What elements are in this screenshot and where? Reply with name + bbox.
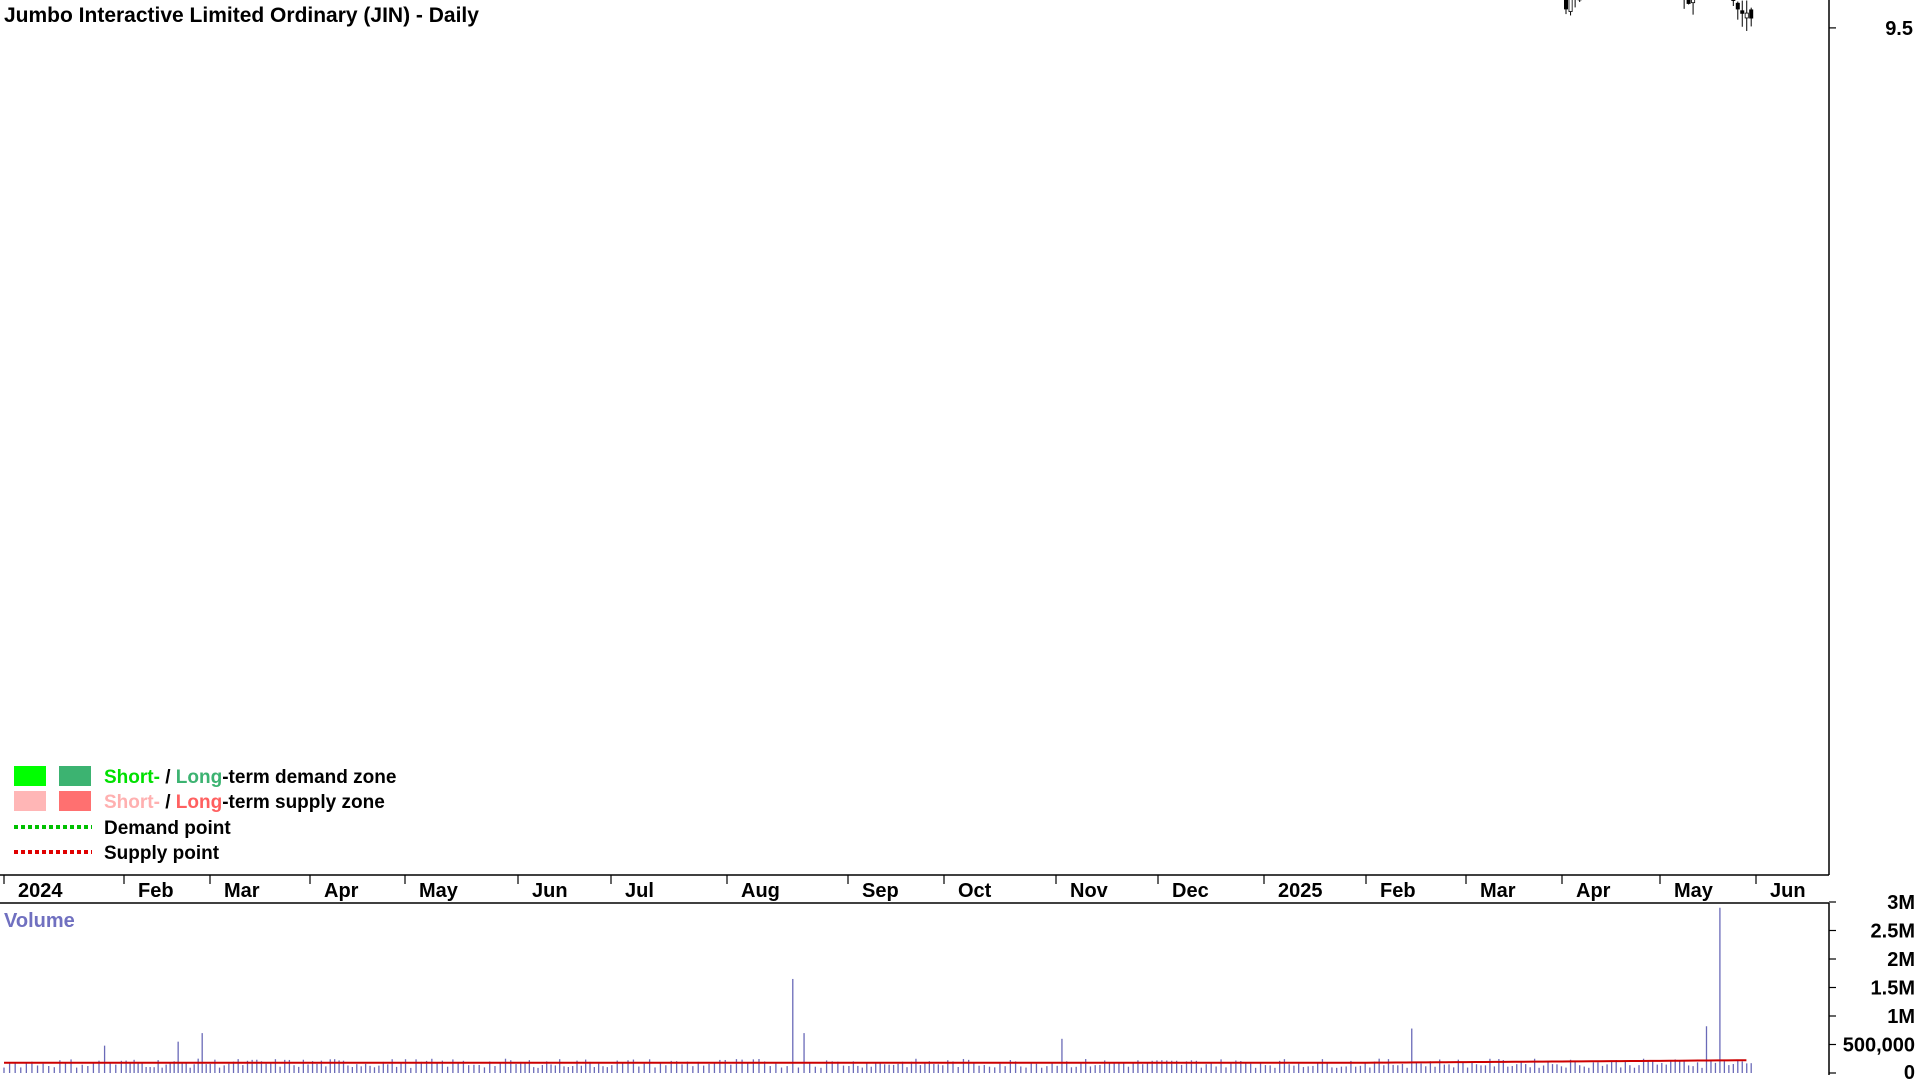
- candle-body: [1568, 0, 1573, 12]
- legend-demand-sep: /: [160, 767, 176, 788]
- volume-tick-label: 1.5M: [1871, 978, 1915, 1000]
- month-tick-label: Feb: [1380, 880, 1416, 902]
- candle-body: [1740, 10, 1745, 14]
- month-tick-label: Apr: [324, 880, 359, 902]
- legend-demand-short: Short-: [104, 767, 160, 788]
- month-tick-label: Jun: [532, 880, 568, 902]
- candle-body: [1686, 0, 1691, 4]
- legend-supply-sep: /: [160, 792, 176, 813]
- legend-supply-short: Short-: [104, 792, 160, 813]
- price-tick-labels: 9.510.010.511.011.512.012.513.013.514.01…: [1829, 18, 1913, 40]
- legend-swatch-short-supply: [14, 791, 46, 811]
- volume-tick-label: 2.5M: [1871, 921, 1915, 943]
- month-tick-label: Mar: [1480, 880, 1516, 902]
- month-tick-label: Aug: [741, 880, 780, 902]
- candle-body: [1563, 0, 1568, 10]
- volume-tick-label: 1M: [1887, 1006, 1915, 1028]
- month-tick-label: May: [419, 880, 459, 902]
- legend-demand-rest: -term demand zone: [222, 767, 396, 788]
- month-tick-label: Apr: [1576, 880, 1611, 902]
- legend-swatch-long-demand: [59, 766, 91, 786]
- volume-tick-labels: 0 500,000 1M 1.5M 2M 2.5M 3M: [1829, 892, 1915, 1080]
- chart-title: Jumbo Interactive Limited Ordinary (JIN)…: [4, 4, 479, 27]
- price-tick-label: 9.5: [1885, 18, 1913, 40]
- legend: Short- / Long-term demand zone Short- / …: [14, 766, 396, 864]
- month-tick-label: 2024: [18, 880, 63, 902]
- volume-title: Volume: [4, 910, 75, 932]
- legend-supply-point: Supply point: [104, 843, 220, 864]
- candle-body: [1731, 0, 1736, 1]
- volume-bars: [3, 907, 1752, 1073]
- candle-body: [1691, 0, 1696, 4]
- legend-demand-zone: Short- / Long-term demand zone: [104, 767, 396, 788]
- volume-tick-label: 0: [1904, 1062, 1915, 1080]
- month-tick-label: Sep: [862, 880, 899, 902]
- month-tick-label: Mar: [224, 880, 260, 902]
- volume-tick-label: 2M: [1887, 949, 1915, 971]
- candle-body: [1749, 9, 1754, 19]
- candle-body: [1744, 12, 1749, 19]
- legend-swatch-long-supply: [59, 791, 91, 811]
- month-tick-label: May: [1674, 880, 1714, 902]
- month-tick-label: Oct: [958, 880, 992, 902]
- candlesticks: [1563, 0, 1754, 31]
- legend-demand-long: Long: [176, 767, 222, 788]
- month-tick-label: 2025: [1278, 880, 1323, 902]
- legend-supply-rest: -term supply zone: [222, 792, 385, 813]
- month-tick-label: Feb: [138, 880, 174, 902]
- legend-supply-long: Long: [176, 792, 222, 813]
- volume-tick-label: 3M: [1887, 892, 1915, 914]
- legend-supply-zone: Short- / Long-term supply zone: [104, 792, 385, 813]
- month-tick-labels: 2024 Feb Mar Apr May Jun Jul Aug Sep Oct Nov Dec 202…: [3, 875, 1806, 902]
- volume-tick-label: 500,000: [1843, 1035, 1915, 1057]
- volume-average-line: [4, 1059, 1747, 1064]
- legend-demand-point: Demand point: [104, 818, 231, 839]
- month-tick-label: Nov: [1070, 880, 1109, 902]
- month-tick-label: Jun: [1770, 880, 1806, 902]
- candle-body: [1735, 2, 1740, 10]
- month-tick-label: Jul: [625, 880, 654, 902]
- month-tick-label: Dec: [1172, 880, 1209, 902]
- legend-swatch-short-demand: [14, 766, 46, 786]
